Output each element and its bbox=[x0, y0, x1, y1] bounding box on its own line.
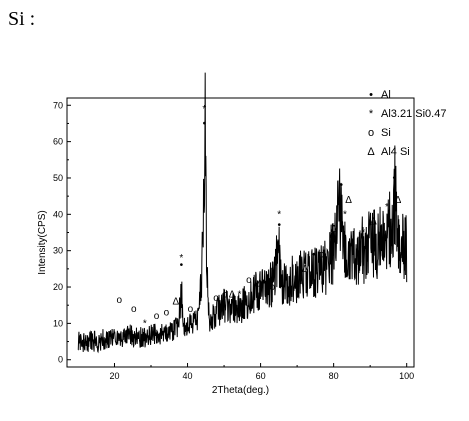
axes: 20 40 60 80 100 0 10 20 30 40 50 60 70 bbox=[53, 97, 415, 381]
peak-circle-marker: o bbox=[329, 231, 335, 242]
legend-label: Si bbox=[381, 127, 391, 139]
y-tick-label: 70 bbox=[53, 100, 63, 110]
peak-triangle-marker: Δ bbox=[302, 264, 309, 275]
legend-label: Al4 Si bbox=[381, 146, 410, 158]
series-line bbox=[77, 72, 408, 354]
peak-circle-marker: o bbox=[269, 282, 275, 293]
page-heading: Si : bbox=[8, 8, 36, 30]
peak-circle-marker: o bbox=[131, 304, 137, 315]
peak-star-marker: * bbox=[277, 209, 281, 220]
peak-triangle-marker: Δ bbox=[173, 297, 180, 308]
peak-circle-marker: o bbox=[154, 311, 160, 322]
y-tick-label: 30 bbox=[53, 246, 63, 256]
legend-symbol: o bbox=[368, 127, 374, 139]
peak-dot-marker: • bbox=[393, 173, 397, 184]
peak-triangle-marker: Δ bbox=[257, 278, 264, 289]
peak-dot-marker: • bbox=[340, 180, 344, 191]
y-tick-label: 10 bbox=[53, 318, 63, 328]
peak-dot-marker: • bbox=[277, 220, 281, 231]
peak-star-marker: * bbox=[237, 289, 241, 300]
peak-star-marker: * bbox=[385, 202, 389, 213]
peak-dot-marker: • bbox=[180, 260, 184, 271]
peak-triangle-marker: Δ bbox=[370, 217, 377, 228]
y-tick-label: 20 bbox=[53, 282, 63, 292]
x-tick-label: 60 bbox=[256, 371, 266, 381]
peak-circle-marker: o bbox=[222, 289, 228, 300]
peak-star-marker: * bbox=[361, 228, 365, 239]
peak-circle-marker: o bbox=[116, 295, 122, 306]
x-axis-label: 2Theta(deg.) bbox=[212, 385, 269, 396]
legend-symbol: • bbox=[369, 89, 373, 101]
peak-triangle-marker: Δ bbox=[395, 195, 402, 206]
peak-circle-marker: o bbox=[188, 304, 194, 315]
peak-star-marker: * bbox=[202, 104, 206, 115]
y-tick-label: 0 bbox=[58, 355, 63, 365]
peak-triangle-marker: Δ bbox=[345, 195, 352, 206]
x-tick-label: 20 bbox=[109, 371, 119, 381]
legend: • Al * Al3.21 Si0.47 o Si Δ Al4 Si bbox=[367, 89, 446, 158]
legend-label: Al3.21 Si0.47 bbox=[381, 108, 446, 120]
legend-label: Al bbox=[381, 89, 391, 101]
x-tick-label: 80 bbox=[329, 371, 339, 381]
y-axis-label: Intensity(CPS) bbox=[37, 210, 48, 274]
peak-dot-marker: • bbox=[312, 249, 316, 260]
peak-circle-marker: o bbox=[318, 249, 324, 260]
peak-star-marker: * bbox=[179, 253, 183, 264]
x-tick-label: 100 bbox=[399, 371, 414, 381]
peak-dot-marker: • bbox=[265, 282, 269, 293]
peak-star-marker: * bbox=[143, 318, 147, 329]
x-tick-label: 40 bbox=[183, 371, 193, 381]
peak-circle-marker: o bbox=[213, 293, 219, 304]
peak-star-marker: * bbox=[264, 289, 268, 300]
y-tick-label: 50 bbox=[53, 173, 63, 183]
legend-symbol: Δ bbox=[367, 146, 375, 158]
y-tick-label: 60 bbox=[53, 137, 63, 147]
series-layer bbox=[77, 72, 408, 354]
peak-circle-marker: o bbox=[164, 307, 170, 318]
peak-star-marker: * bbox=[343, 209, 347, 220]
peak-circle-marker: o bbox=[246, 275, 252, 286]
peak-triangle-marker: Δ bbox=[331, 224, 338, 235]
legend-symbol: * bbox=[369, 108, 374, 120]
peak-dot-marker: • bbox=[203, 118, 207, 129]
peak-triangle-marker: Δ bbox=[229, 289, 236, 300]
annotations-layer: oo*o oΔ*•o*•o o Δ *o Δ •*o*•Δ• ooΔ•*Δ*Δ*•Δ bbox=[116, 104, 401, 329]
y-tick-label: 40 bbox=[53, 209, 63, 219]
